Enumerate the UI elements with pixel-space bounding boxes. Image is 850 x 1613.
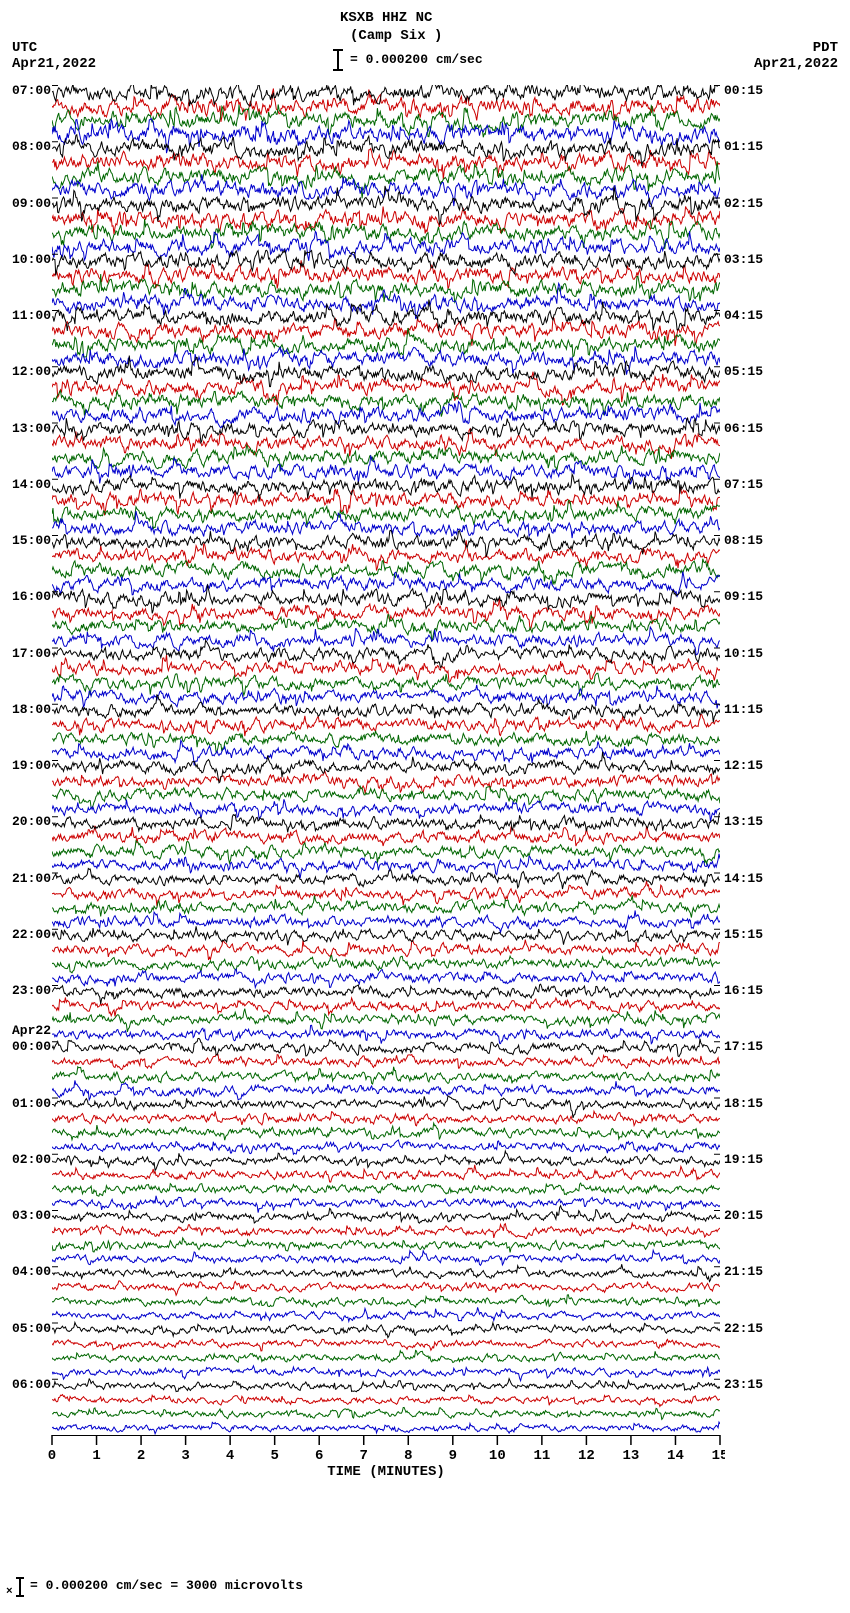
left-hour-label: 13:00 [12, 421, 51, 436]
left-hour-label: 03:00 [12, 1208, 51, 1223]
left-day-break: Apr22 [12, 1023, 51, 1038]
left-hour-label: 05:00 [12, 1321, 51, 1336]
right-hour-label: 03:15 [724, 252, 763, 267]
right-hour-label: 23:15 [724, 1377, 763, 1392]
x-tick-label: 9 [449, 1448, 457, 1464]
svg-text:×: × [6, 1586, 13, 1598]
x-tick-label: 8 [404, 1448, 412, 1464]
x-tick-label: 0 [48, 1448, 56, 1464]
right-hour-label: 02:15 [724, 196, 763, 211]
left-hour-label: 08:00 [12, 139, 51, 154]
right-tz: PDT [813, 40, 838, 56]
right-hour-label: 20:15 [724, 1208, 763, 1223]
left-hour-label: 02:00 [12, 1152, 51, 1167]
right-hour-label: 09:15 [724, 589, 763, 604]
x-tick-label: 12 [578, 1448, 595, 1464]
left-hour-label: 04:00 [12, 1264, 51, 1279]
right-hour-label: 01:15 [724, 139, 763, 154]
x-tick-label: 13 [623, 1448, 640, 1464]
left-hour-label: 11:00 [12, 308, 51, 323]
right-hour-label: 14:15 [724, 871, 763, 886]
x-tick-label: 10 [489, 1448, 506, 1464]
x-axis-label: TIME (MINUTES) [327, 1464, 445, 1480]
x-tick-label: 3 [181, 1448, 189, 1464]
right-hour-label: 18:15 [724, 1096, 763, 1111]
right-hour-label: 06:15 [724, 421, 763, 436]
x-tick-label: 6 [315, 1448, 323, 1464]
left-hour-label: 01:00 [12, 1096, 51, 1111]
x-tick-label: 2 [137, 1448, 145, 1464]
right-hour-label: 04:15 [724, 308, 763, 323]
left-hour-label: 22:00 [12, 927, 51, 942]
x-tick-label: 7 [360, 1448, 368, 1464]
left-hour-label: 17:00 [12, 646, 51, 661]
right-hour-label: 21:15 [724, 1264, 763, 1279]
station-title: KSXB HHZ NC [340, 10, 432, 26]
site-title: (Camp Six ) [350, 28, 442, 44]
right-hour-label: 00:15 [724, 83, 763, 98]
right-hour-label: 05:15 [724, 364, 763, 379]
scale-bar-icon [330, 48, 346, 72]
scale-text: = 0.000200 cm/sec [350, 52, 483, 67]
right-hour-label: 16:15 [724, 983, 763, 998]
right-date: Apr21,2022 [754, 56, 838, 72]
x-tick-label: 14 [667, 1448, 684, 1464]
footer-scale-bar-icon: × [6, 1576, 28, 1600]
left-hour-label: 20:00 [12, 814, 51, 829]
right-hour-label: 19:15 [724, 1152, 763, 1167]
right-hour-label: 22:15 [724, 1321, 763, 1336]
left-hour-label: 10:00 [12, 252, 51, 267]
right-hour-label: 15:15 [724, 927, 763, 942]
left-tz: UTC [12, 40, 37, 56]
left-hour-label: 21:00 [12, 871, 51, 886]
right-hour-label: 10:15 [724, 646, 763, 661]
footer-text: = 0.000200 cm/sec = 3000 microvolts [30, 1578, 303, 1593]
left-date: Apr21,2022 [12, 56, 96, 72]
left-hour-label: 16:00 [12, 589, 51, 604]
helicorder-plot [52, 85, 720, 1435]
right-hour-label: 08:15 [724, 533, 763, 548]
right-hour-label: 12:15 [724, 758, 763, 773]
x-tick-label: 4 [226, 1448, 234, 1464]
left-hour-label: 14:00 [12, 477, 51, 492]
left-hour-label: 09:00 [12, 196, 51, 211]
right-hour-label: 17:15 [724, 1039, 763, 1054]
left-hour-label: 23:00 [12, 983, 51, 998]
left-hour-label: 00:00 [12, 1039, 51, 1054]
x-axis: 0123456789101112131415TIME (MINUTES) [47, 1435, 725, 1481]
left-hour-label: 15:00 [12, 533, 51, 548]
left-hour-label: 18:00 [12, 702, 51, 717]
left-hour-label: 12:00 [12, 364, 51, 379]
left-hour-label: 07:00 [12, 83, 51, 98]
right-hour-label: 11:15 [724, 702, 763, 717]
x-tick-label: 11 [533, 1448, 550, 1464]
x-tick-label: 1 [92, 1448, 100, 1464]
x-tick-label: 15 [712, 1448, 725, 1464]
left-hour-label: 19:00 [12, 758, 51, 773]
right-hour-label: 07:15 [724, 477, 763, 492]
right-hour-label: 13:15 [724, 814, 763, 829]
left-hour-label: 06:00 [12, 1377, 51, 1392]
x-tick-label: 5 [270, 1448, 278, 1464]
